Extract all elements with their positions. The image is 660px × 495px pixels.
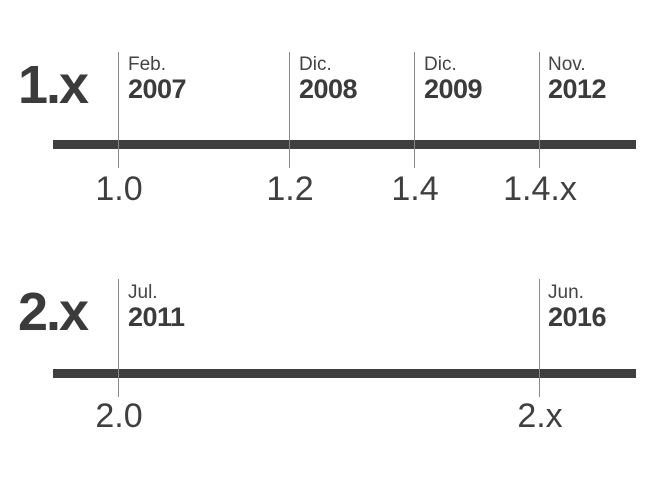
milestone-date: Feb. 2007 <box>128 54 187 104</box>
milestone-tick <box>539 279 540 397</box>
milestone-tick <box>118 279 119 397</box>
milestone-tick <box>414 52 415 168</box>
timeline-bar <box>53 140 636 149</box>
milestone-version: 1.4.x <box>503 170 577 208</box>
timeline-bar <box>53 369 636 378</box>
milestone-month: Feb. <box>128 54 167 75</box>
milestone-month: Dic. <box>424 54 457 75</box>
milestone-year: 2007 <box>128 74 187 104</box>
milestone-version: 2.x <box>517 397 563 435</box>
milestone-year: 2009 <box>424 74 483 104</box>
milestone-version: 1.4 <box>391 170 439 208</box>
milestone-tick <box>539 52 540 168</box>
milestone-version: 1.2 <box>266 170 314 208</box>
milestone-date: Jul. 2011 <box>128 283 185 331</box>
milestone-tick <box>289 52 290 168</box>
milestone-tick <box>118 52 119 168</box>
milestone-version: 1.0 <box>95 170 143 208</box>
milestone-date: Dic. 2008 <box>299 54 358 104</box>
milestone-month: Jun. <box>548 282 584 303</box>
milestone-version: 2.0 <box>95 397 143 435</box>
milestone-date: Nov. 2012 <box>548 54 607 104</box>
milestone-month: Nov. <box>548 54 586 75</box>
milestone-month: Jul. <box>128 282 158 303</box>
milestone-date: Dic. 2009 <box>424 54 483 104</box>
milestone-year: 2012 <box>548 74 607 104</box>
series-label: 2.x <box>18 282 89 342</box>
milestone-year: 2016 <box>548 302 607 332</box>
timeline-1x: 1.x Feb. 2007 1.0 Dic. 2008 1.2 Dic. 200… <box>0 0 660 240</box>
milestone-year: 2011 <box>128 302 185 332</box>
milestone-date: Jun. 2016 <box>548 282 607 332</box>
series-label: 1.x <box>18 55 89 115</box>
milestone-year: 2008 <box>299 74 358 104</box>
milestone-month: Dic. <box>299 54 332 75</box>
